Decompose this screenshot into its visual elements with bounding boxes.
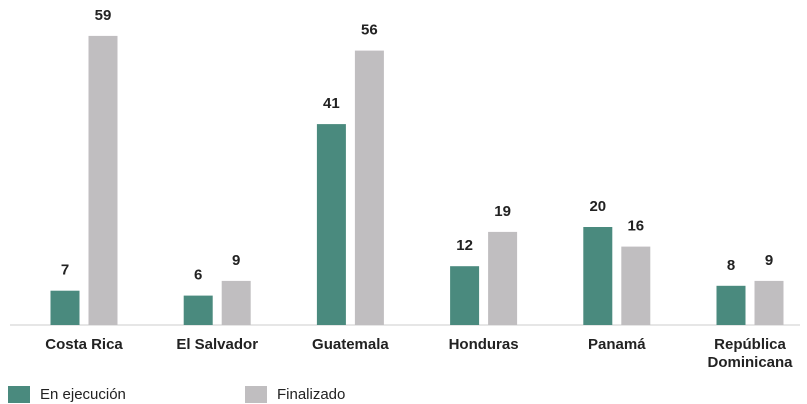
value-label: 9 xyxy=(765,252,773,269)
legend-swatch xyxy=(245,386,267,403)
bar xyxy=(88,35,118,326)
value-label: 6 xyxy=(194,267,202,284)
value-label: 12 xyxy=(456,237,473,254)
x-tick-label: Honduras xyxy=(448,336,519,353)
value-label: 59 xyxy=(95,7,112,24)
value-label: 41 xyxy=(323,95,340,112)
x-tick-label: Costa Rica xyxy=(45,336,123,353)
bar xyxy=(450,266,480,325)
legend-label: En ejecución xyxy=(40,386,126,403)
bar xyxy=(316,124,346,325)
bar xyxy=(716,285,746,325)
bar xyxy=(183,295,213,325)
bar xyxy=(583,227,613,325)
legend-swatch xyxy=(8,386,30,403)
x-tick-label: República Dominicana xyxy=(707,336,793,371)
value-label: 56 xyxy=(361,22,378,39)
bar xyxy=(50,290,80,325)
bar xyxy=(488,231,518,325)
value-label: 7 xyxy=(61,262,69,279)
x-tick-label: Guatemala xyxy=(312,336,389,353)
value-label: 9 xyxy=(232,252,240,269)
x-tick-label: Panamá xyxy=(588,336,646,353)
bar xyxy=(221,280,251,325)
legend-label: Finalizado xyxy=(277,386,345,403)
bar xyxy=(754,280,784,325)
value-label: 16 xyxy=(627,218,644,235)
value-label: 8 xyxy=(727,257,735,274)
bar xyxy=(354,50,384,325)
x-tick-label: El Salvador xyxy=(176,336,259,353)
value-label: 19 xyxy=(494,203,511,220)
bar xyxy=(621,246,651,325)
value-label: 20 xyxy=(589,198,606,215)
